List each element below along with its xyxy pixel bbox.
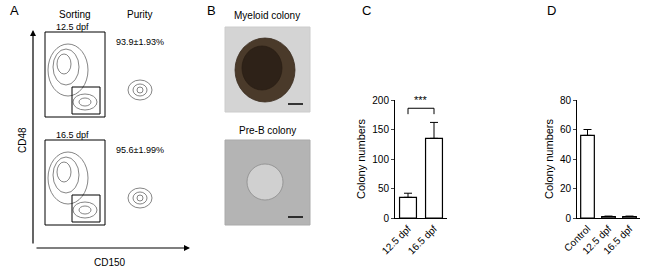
svg-text:80: 80: [560, 95, 572, 106]
svg-text:200: 200: [372, 95, 389, 106]
svg-text:16.5 dpf: 16.5 dpf: [406, 223, 439, 256]
svg-text:CD150: CD150: [94, 257, 126, 268]
svg-text:A: A: [10, 3, 19, 18]
svg-text:100: 100: [372, 154, 389, 165]
svg-text:16.5 dpf: 16.5 dpf: [601, 223, 634, 256]
svg-text:40: 40: [560, 154, 572, 165]
svg-text:12.5 dpf: 12.5 dpf: [580, 223, 613, 256]
svg-text:Colony numbers: Colony numbers: [543, 118, 555, 199]
svg-text:***: ***: [414, 94, 428, 106]
svg-text:12.5 dpf: 12.5 dpf: [380, 223, 413, 256]
svg-text:20: 20: [560, 183, 572, 194]
svg-text:Colony numbers: Colony numbers: [355, 118, 367, 199]
svg-text:Purity: Purity: [127, 9, 153, 20]
svg-text:50: 50: [378, 183, 390, 194]
svg-text:93.9±1.93%: 93.9±1.93%: [116, 37, 164, 47]
svg-text:0: 0: [565, 213, 571, 224]
svg-text:B: B: [207, 3, 216, 18]
svg-text:16.5 dpf: 16.5 dpf: [56, 130, 89, 140]
svg-text:Pre-B colony: Pre-B colony: [239, 125, 296, 136]
svg-text:Myeloid colony: Myeloid colony: [234, 10, 300, 21]
svg-text:12.5 dpf: 12.5 dpf: [56, 22, 89, 32]
svg-text:0: 0: [383, 213, 389, 224]
svg-text:Sorting: Sorting: [59, 9, 91, 20]
svg-text:CD48: CD48: [17, 127, 28, 153]
svg-text:C: C: [362, 3, 371, 18]
svg-text:95.6±1.99%: 95.6±1.99%: [116, 145, 164, 155]
svg-text:60: 60: [560, 124, 572, 135]
svg-text:150: 150: [372, 124, 389, 135]
svg-text:Control: Control: [562, 223, 593, 254]
svg-text:D: D: [547, 3, 556, 18]
